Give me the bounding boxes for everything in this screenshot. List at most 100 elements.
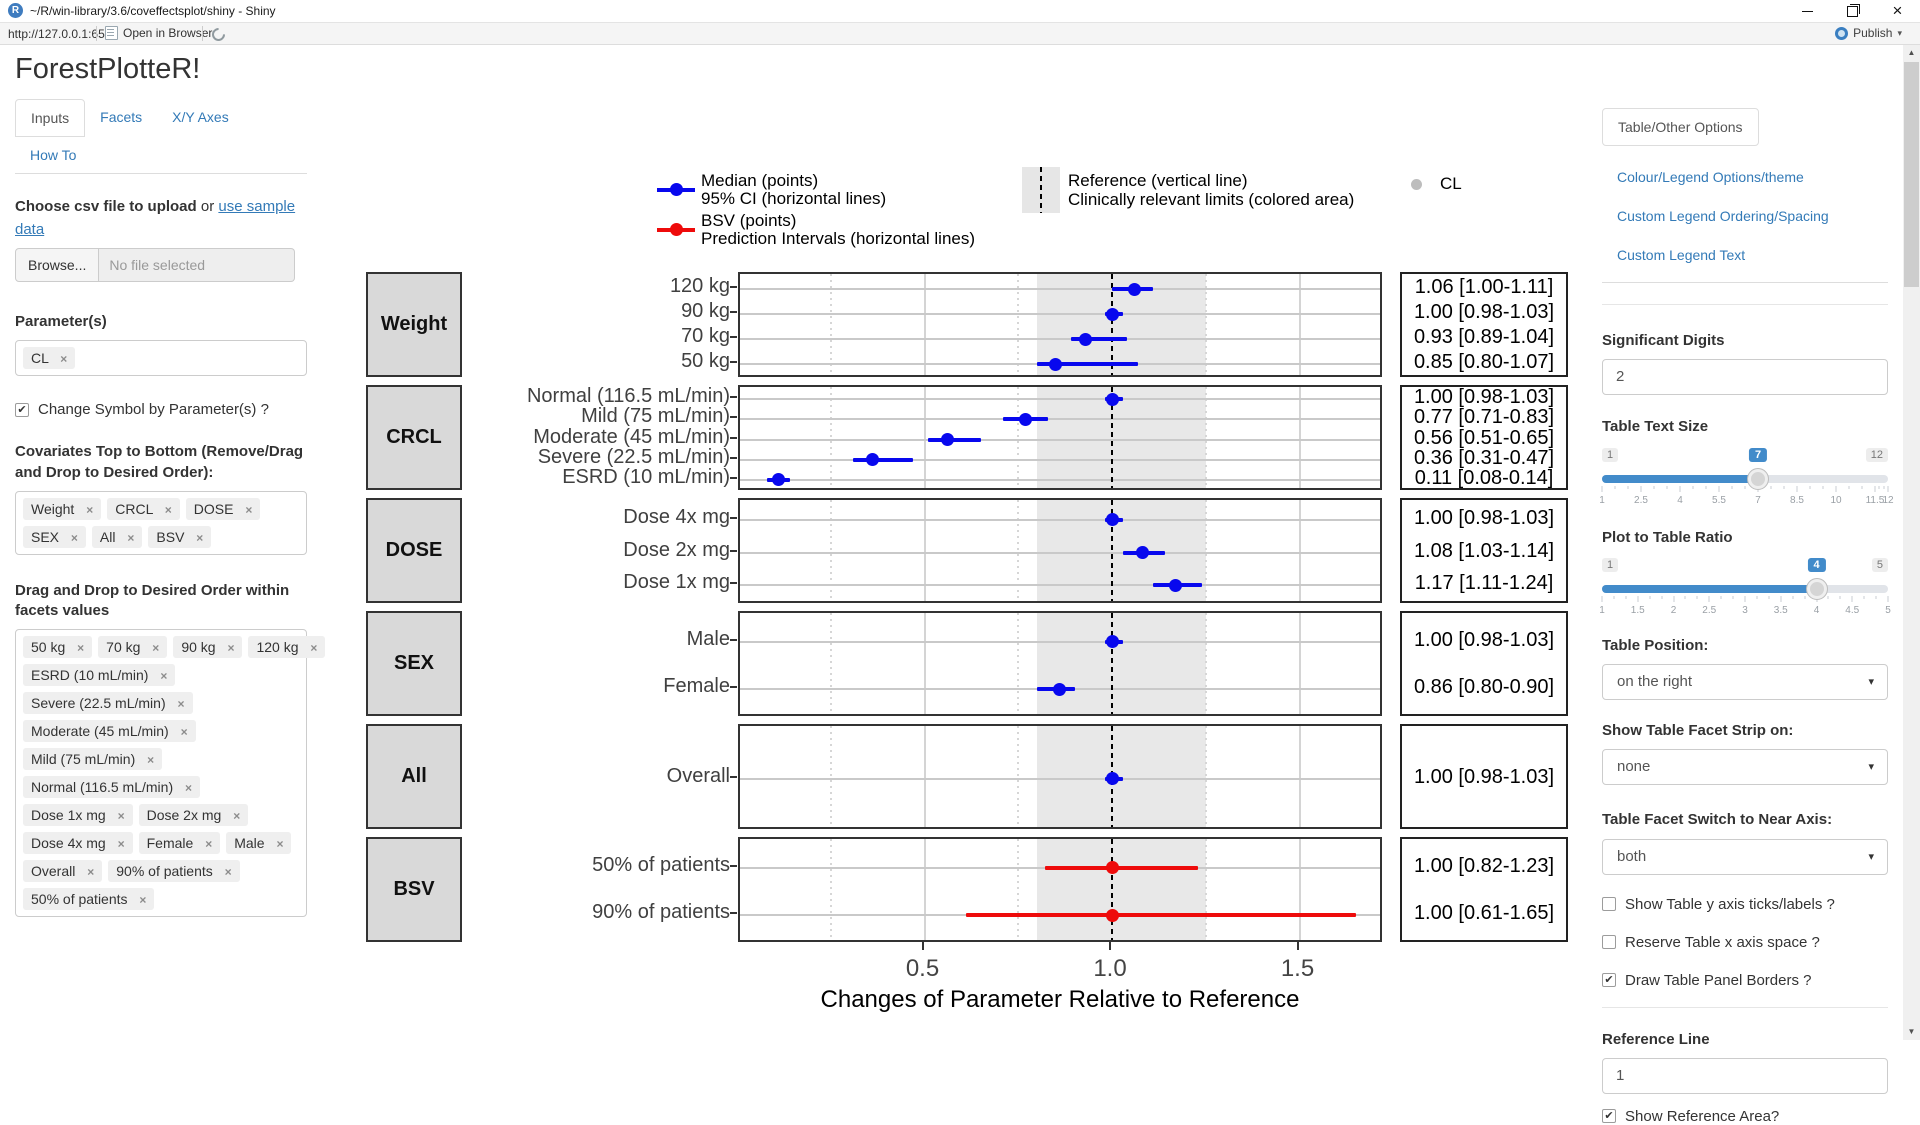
- covariate-tag[interactable]: DOSE ×: [185, 497, 261, 520]
- row-label: Severe (22.5 mL/min): [537, 445, 730, 468]
- browse-button[interactable]: Browse...: [15, 248, 100, 282]
- remove-tag-icon[interactable]: ×: [177, 697, 185, 712]
- address-url: http://127.0.0.1:6559: [8, 27, 119, 41]
- remove-tag-icon[interactable]: ×: [276, 837, 284, 852]
- plot-to-table-ratio-slider[interactable]: 1 5 4 1 1.5 2 2.5 3 3.5 4 4.5 5: [1599, 557, 1891, 618]
- remove-tag-icon[interactable]: ×: [196, 530, 204, 545]
- remove-tag-icon[interactable]: ×: [70, 530, 78, 545]
- facet-value-tag[interactable]: Dose 2x mg ×: [138, 804, 249, 827]
- show-reference-area-checkbox[interactable]: ✔ Show Reference Area?: [1602, 1108, 1888, 1125]
- remove-tag-icon[interactable]: ×: [147, 753, 155, 768]
- tab-how-to[interactable]: How To: [30, 147, 77, 163]
- remove-tag-icon[interactable]: ×: [233, 809, 241, 824]
- remove-tag-icon[interactable]: ×: [152, 641, 160, 656]
- tab-table-other-options[interactable]: Table/Other Options: [1602, 108, 1759, 146]
- remove-tag-icon[interactable]: ×: [160, 669, 168, 684]
- remove-tag-icon[interactable]: ×: [245, 502, 253, 517]
- tab-custom-legend-ordering[interactable]: Custom Legend Ordering/Spacing: [1617, 208, 1829, 224]
- table-value: 1.00 [0.98-1.03]: [1413, 765, 1555, 788]
- file-selected-field[interactable]: No file selected: [99, 248, 295, 282]
- facet-value-tag[interactable]: Female ×: [138, 832, 221, 855]
- page-title: ForestPlotteR!: [15, 53, 201, 85]
- facet-value-tag[interactable]: 70 kg ×: [98, 636, 168, 659]
- facet-switch-select[interactable]: both ▾: [1602, 838, 1888, 875]
- tab-inputs[interactable]: Inputs: [15, 99, 86, 137]
- publish-button[interactable]: Publish ▾: [1835, 26, 1902, 40]
- restore-button[interactable]: [1830, 0, 1875, 22]
- remove-tag-icon[interactable]: ×: [127, 530, 135, 545]
- remove-tag-icon[interactable]: ×: [60, 352, 68, 367]
- facet-value-tag[interactable]: ESRD (10 mL/min) ×: [23, 664, 176, 687]
- remove-tag-icon[interactable]: ×: [180, 725, 188, 740]
- remove-tag-icon[interactable]: ×: [77, 641, 85, 656]
- parameters-select[interactable]: CL ×: [15, 340, 307, 377]
- median-point: [1105, 908, 1119, 922]
- facet-value-tag[interactable]: 50 kg ×: [23, 636, 93, 659]
- scrollbar-thumb[interactable]: [1904, 62, 1919, 287]
- slider-tick: [1878, 485, 1880, 489]
- facet-values-select[interactable]: 50 kg × 70 kg × 90 kg × 120 kg × ESRD (10 mL…: [15, 629, 326, 918]
- slider-tick-label: 3.5: [1773, 604, 1788, 616]
- row-tick-mark: [730, 456, 737, 459]
- facet-value-tag[interactable]: 90% of patients ×: [108, 860, 240, 883]
- tab-facets[interactable]: Facets: [100, 109, 143, 125]
- covariate-tag[interactable]: All ×: [91, 525, 143, 548]
- tabs-divider: [1602, 282, 1888, 283]
- reference-line-input[interactable]: 1: [1602, 1057, 1888, 1094]
- covariate-tag[interactable]: Weight ×: [23, 497, 102, 520]
- ci-line: [928, 437, 981, 442]
- facet-value-tag[interactable]: Normal (116.5 mL/min) ×: [23, 776, 201, 799]
- facet-value-tag[interactable]: Dose 4x mg ×: [23, 832, 133, 855]
- remove-tag-icon[interactable]: ×: [117, 837, 125, 852]
- option-checkbox[interactable]: Reserve Table x axis space ?: [1602, 934, 1888, 951]
- remove-tag-icon[interactable]: ×: [185, 781, 193, 796]
- covariate-tag[interactable]: BSV ×: [148, 525, 212, 548]
- covariate-tag[interactable]: SEX ×: [23, 525, 86, 548]
- remove-tag-icon[interactable]: ×: [164, 502, 172, 517]
- remove-tag-icon[interactable]: ×: [86, 502, 94, 517]
- covariate-tag[interactable]: CRCL ×: [107, 497, 180, 520]
- facet-value-tag[interactable]: 120 kg ×: [248, 636, 326, 659]
- facet-value-tag[interactable]: Male ×: [226, 832, 292, 855]
- remove-tag-icon[interactable]: ×: [205, 837, 213, 852]
- minor-gridline: [1204, 387, 1207, 488]
- slider-tick-label: 1: [1599, 494, 1605, 506]
- option-checkbox[interactable]: Show Table y axis ticks/labels ?: [1602, 896, 1888, 913]
- facet-value-tag[interactable]: 50% of patients ×: [23, 888, 155, 911]
- facet-value-tag[interactable]: 90 kg ×: [173, 636, 243, 659]
- slider-tick-label: 2.5: [1634, 494, 1648, 506]
- slider-handle[interactable]: [1747, 467, 1769, 490]
- covariates-select[interactable]: Weight × CRCL × DOSE × SEX × All × BSV ×: [15, 490, 307, 555]
- tab-colour-legend-options[interactable]: Colour/Legend Options/theme: [1617, 169, 1804, 185]
- remove-tag-icon[interactable]: ×: [117, 809, 125, 824]
- open-in-browser-button[interactable]: Open in Browser: [105, 26, 212, 40]
- facet-value-tag[interactable]: Mild (75 mL/min) ×: [23, 748, 163, 771]
- significant-digits-input[interactable]: 2: [1602, 359, 1888, 396]
- slider-handle[interactable]: [1805, 577, 1828, 600]
- minimize-button[interactable]: [1785, 0, 1830, 22]
- facet-value-tag[interactable]: Severe (22.5 mL/min) ×: [23, 692, 193, 715]
- remove-tag-icon[interactable]: ×: [310, 641, 318, 656]
- facet-value-tag[interactable]: Dose 1x mg ×: [23, 804, 133, 827]
- row-label: ESRD (10 mL/min): [562, 465, 730, 488]
- table-position-select[interactable]: on the right ▾: [1602, 664, 1888, 700]
- remove-tag-icon[interactable]: ×: [227, 641, 235, 656]
- scroll-up-icon[interactable]: ▲: [1907, 48, 1916, 57]
- minor-gridline: [1204, 500, 1207, 601]
- vertical-scrollbar[interactable]: ▲ ▼: [1903, 44, 1920, 1040]
- remove-tag-icon[interactable]: ×: [87, 865, 95, 880]
- tab-xy-axes[interactable]: X/Y Axes: [172, 109, 229, 125]
- close-button[interactable]: ×: [1892, 1, 1903, 20]
- facet-value-tag[interactable]: Overall ×: [23, 860, 103, 883]
- facet-value-tag[interactable]: Moderate (45 mL/min) ×: [23, 720, 196, 743]
- parameter-tag[interactable]: CL ×: [23, 347, 76, 370]
- option-checkbox[interactable]: ✔ Draw Table Panel Borders ?: [1602, 972, 1888, 989]
- remove-tag-icon[interactable]: ×: [139, 893, 147, 908]
- change-symbol-checkbox[interactable]: ✔ Change Symbol by Parameter(s) ?: [15, 401, 307, 418]
- use-sample-data-link[interactable]: use sample data: [15, 198, 296, 238]
- table-text-size-slider[interactable]: 1 12 7 1 2.5 4 5.5 7 8.5 10 11.5 12: [1599, 447, 1894, 508]
- table-facet-strip-select[interactable]: none ▾: [1602, 749, 1888, 786]
- tab-custom-legend-text[interactable]: Custom Legend Text: [1617, 247, 1746, 263]
- remove-tag-icon[interactable]: ×: [224, 865, 232, 880]
- scroll-down-icon[interactable]: ▼: [1907, 1027, 1916, 1036]
